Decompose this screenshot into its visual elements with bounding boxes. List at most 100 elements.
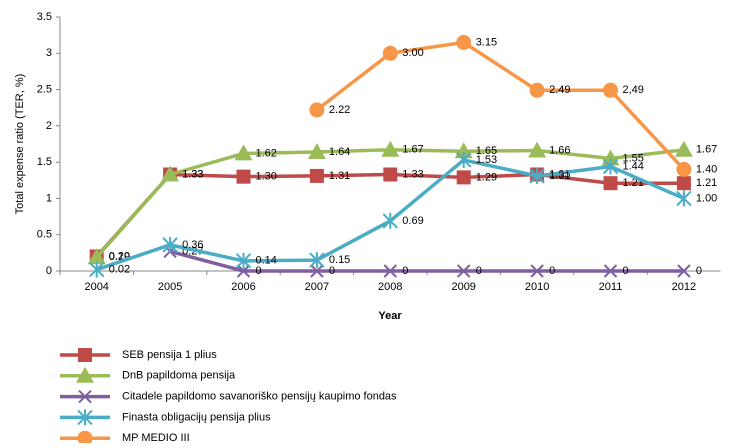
point [88, 261, 105, 278]
value-label: 0.69 [402, 215, 423, 227]
series-line [169, 249, 684, 273]
x-tick-label: 2012 [672, 281, 696, 293]
point [528, 141, 547, 158]
y-tick-label: 0.5 [37, 229, 52, 241]
value-label: 1.29 [476, 171, 497, 183]
point [309, 168, 324, 183]
value-label: 0 [696, 265, 702, 277]
x-tick-label: 2010 [525, 281, 549, 293]
point [381, 140, 400, 157]
value-label: 1.53 [476, 154, 497, 166]
point [677, 264, 691, 278]
value-label: 1.67 [696, 144, 717, 156]
value-label: 1.33 [182, 168, 203, 180]
legend-marker [77, 430, 93, 446]
legend-item: MP MEDIO III [60, 430, 190, 446]
value-label: 0 [549, 265, 555, 277]
value-label: 3.15 [476, 36, 497, 48]
point [674, 140, 693, 157]
value-label: 2,49 [623, 84, 644, 96]
legend-label: Citadele papildomo savanoriško pensijų k… [122, 391, 397, 403]
y-tick-label: 1.5 [37, 156, 52, 168]
x-tick-label: 2004 [84, 281, 108, 293]
point [161, 165, 180, 182]
point [676, 176, 691, 191]
value-label: 0 [476, 265, 482, 277]
point [456, 170, 471, 185]
point [383, 167, 398, 182]
value-label: 1.30 [256, 171, 277, 183]
point [87, 248, 106, 265]
value-label: 1.67 [402, 144, 423, 156]
value-label: 1.33 [182, 168, 203, 180]
point [236, 169, 251, 184]
y-tick-label: 1 [46, 192, 52, 204]
legend-marker [78, 348, 92, 362]
value-label: 0.15 [329, 254, 350, 266]
legend-label: MP MEDIO III [122, 432, 190, 443]
legend-label: Finasta obligacijų pensija plius [122, 411, 271, 423]
point [309, 102, 325, 118]
value-label: 1.65 [476, 145, 497, 157]
point [530, 264, 544, 278]
legend-item: Finasta obligacijų pensija plius [60, 409, 271, 426]
value-label: 0.14 [256, 255, 277, 267]
y-tick-label: 2 [46, 120, 52, 132]
y-tick-label: 3.5 [37, 11, 52, 23]
value-label: 0 [329, 265, 335, 277]
point [236, 264, 251, 278]
point [676, 190, 692, 207]
point [383, 264, 398, 278]
x-tick-label: 2006 [231, 281, 255, 293]
legend-marker [78, 389, 92, 404]
legend-label: SEB pensija 1 plius [122, 349, 217, 361]
value-label: 1.40 [696, 163, 717, 175]
point [382, 45, 398, 61]
value-label: 1.44 [623, 160, 644, 172]
legend-marker [76, 366, 94, 383]
value-label: 0 [623, 265, 629, 277]
point [603, 82, 618, 98]
legend-item: DnB papildoma pensija [60, 366, 236, 383]
value-label: 1.00 [696, 192, 717, 204]
point [529, 82, 545, 98]
series-line [315, 40, 686, 171]
point [603, 264, 618, 278]
value-label: 1.21 [696, 177, 717, 189]
point [676, 161, 692, 177]
point [529, 167, 545, 184]
point [235, 252, 252, 269]
x-tick-label: 2007 [305, 281, 329, 293]
y-tick-label: 3 [46, 47, 52, 59]
value-label: 1.64 [329, 146, 350, 158]
value-label: 2.49 [549, 84, 570, 96]
y-tick-label: 0 [46, 265, 52, 277]
y-tick-label: 2.5 [37, 83, 52, 95]
value-label: 1.55 [623, 152, 644, 164]
point [307, 142, 326, 159]
value-label: 1.31 [549, 170, 570, 182]
value-label: 0 [402, 265, 408, 277]
legend-marker [77, 409, 93, 426]
value-label: 3.00 [402, 47, 423, 59]
point [602, 158, 619, 175]
x-tick-label: 2008 [378, 281, 402, 293]
point [455, 151, 472, 168]
point [456, 264, 471, 278]
value-label: 1.66 [549, 144, 570, 156]
value-label: 2.22 [329, 104, 350, 116]
value-label: 1.31 [329, 170, 350, 182]
value-label: 0 [256, 265, 262, 277]
x-axis-title: Year [378, 310, 402, 322]
value-label: 0.02 [109, 263, 130, 275]
point [382, 212, 399, 229]
y-axis-title: Total expense ratio (TER, %) [14, 74, 26, 215]
value-label: 1.33 [402, 168, 423, 180]
point [603, 176, 618, 191]
legend-item: Citadele papildomo savanoriško pensijų k… [60, 389, 397, 404]
x-tick-label: 2011 [599, 281, 623, 293]
point [234, 144, 253, 161]
value-label: 0.36 [182, 239, 203, 251]
x-tick-label: 2009 [451, 281, 475, 293]
